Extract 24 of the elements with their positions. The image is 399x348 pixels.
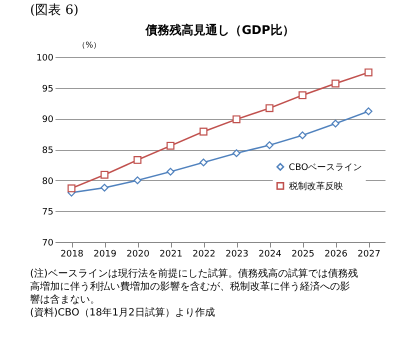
x-tick-label: 2018: [60, 250, 84, 260]
legend-label: 税制改革反映: [288, 180, 343, 192]
text: (注)ベースラインは現行法を前提にした試算。債務残高の試算では債務残高増加に伴う利払い費増加の影響を含むが、税制改革に伴う経済への影響は含まない。: [30, 268, 358, 306]
x-tick-label: 2025: [292, 250, 314, 260]
y-tick-label: 90: [42, 115, 54, 126]
x-tick-label: 2019: [94, 250, 117, 260]
x-tick-label: 2021: [160, 250, 182, 260]
y-axis-title: （%）: [78, 40, 102, 50]
y-tick-label: 100: [36, 54, 54, 64]
text: (図表 6): [30, 3, 79, 18]
y-tick-label: 85: [42, 146, 54, 156]
x-tick-label: 2027: [358, 250, 380, 260]
x-tick-label: 2022: [192, 250, 216, 260]
x-tick-label: 2026: [324, 250, 348, 260]
y-tick-label: 95: [42, 84, 54, 94]
x-tick-label: 2024: [258, 250, 282, 260]
y-tick-label: 75: [42, 208, 54, 218]
chart-title: 債務残高見通し（GDP比）: [144, 23, 294, 37]
legend-label: CBOベースライン: [288, 162, 362, 173]
x-tick-label: 2020: [126, 250, 150, 260]
y-tick-label: 80: [42, 176, 54, 187]
text: (資料)CBO（18年1月2日試算）より作成: [30, 306, 215, 318]
x-tick-label: 2023: [226, 250, 248, 260]
y-tick-label: 70: [42, 238, 54, 248]
